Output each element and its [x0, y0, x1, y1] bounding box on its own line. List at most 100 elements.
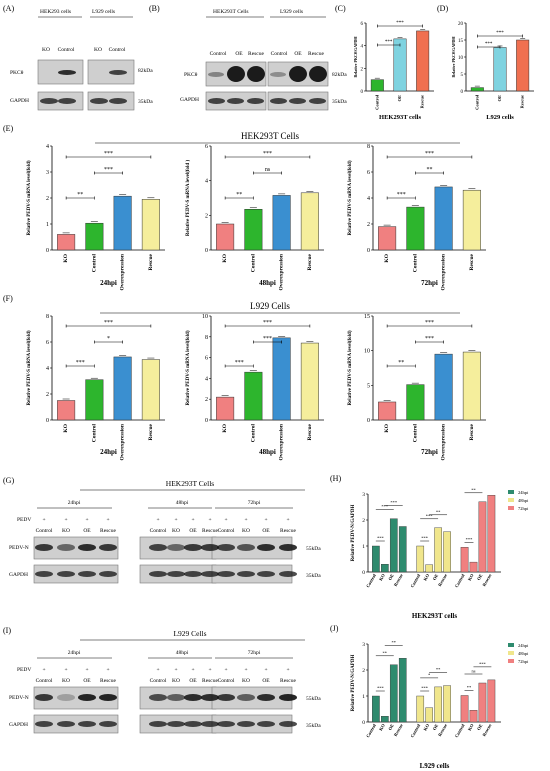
bar [381, 564, 389, 573]
y-tick-label: 2 [367, 222, 370, 228]
significance-label: *** [263, 151, 272, 157]
bar [272, 195, 291, 251]
y-tick-label: 0 [46, 418, 49, 424]
timepoint-label: 48hpi [176, 650, 189, 656]
x-tick-label: KO [378, 723, 386, 732]
y-axis-label: Relative PEDV-S mRNA level(fold) [27, 160, 32, 235]
x-tick-label: OE [476, 573, 484, 581]
bar [460, 547, 469, 573]
x-tick-label: Control [250, 424, 256, 443]
x-tick-label: Rescue [420, 95, 425, 109]
significance-label: *** [76, 360, 85, 366]
pedv-label: PEDV [17, 517, 31, 523]
x-tick-label: Rescue [520, 95, 525, 109]
significance-label: ns [265, 167, 271, 173]
x-tick-label: KO [222, 423, 228, 432]
panel-label-b: (B) [149, 4, 160, 13]
y-tick-label: 10 [458, 56, 464, 61]
y-axis-label: Relative PEDV-S mRNA level(fold ) [186, 160, 191, 237]
y-tick-label: 4 [361, 45, 364, 50]
lane-label: KO [242, 678, 250, 684]
timepoint-label: 24hpi [68, 500, 81, 506]
row-label: PKCθ [10, 70, 24, 76]
band [289, 66, 307, 82]
lane-label: OE [235, 51, 243, 57]
y-tick-label: 4 [46, 366, 49, 372]
plus-sign: + [244, 517, 247, 523]
row-label: PEDV-N [9, 695, 29, 701]
band [109, 98, 127, 104]
band [201, 571, 219, 577]
y-tick-label: 6 [361, 22, 364, 27]
significance-label: *** [396, 21, 404, 26]
plus-sign: + [264, 517, 267, 523]
plus-sign: + [286, 667, 289, 673]
lane-label: Rescue [100, 678, 116, 684]
panel-label: (I) [3, 626, 11, 635]
x-tick-label: Rescue [437, 573, 448, 587]
plus-sign: + [208, 667, 211, 673]
x-tick-label: Control [365, 572, 377, 588]
x-tick-label: Rescue [481, 573, 492, 587]
significance-label: *** [496, 31, 504, 36]
significance-label: ** [77, 192, 83, 198]
lane-label: Control [58, 47, 75, 53]
section-title: HEK293T Cells [241, 131, 300, 141]
legend-label: 24hpi [518, 490, 529, 495]
band [237, 694, 255, 701]
plus-sign: + [264, 667, 267, 673]
lane-label: OE [262, 528, 270, 534]
bar [381, 716, 389, 723]
y-tick-label: 0 [362, 570, 365, 576]
size-marker: 82kDa [138, 68, 153, 74]
significance-label: *** [104, 151, 113, 157]
row-label: PEDV-N [9, 545, 29, 551]
x-tick-label: Rescue [481, 723, 492, 737]
bar [416, 695, 425, 723]
x-tick-label: KO [467, 573, 475, 582]
x-tick-label: KO [63, 423, 69, 432]
band [167, 694, 185, 701]
legend-swatch [508, 506, 514, 510]
plus-sign: + [208, 517, 211, 523]
significance-label: *** [263, 336, 272, 342]
x-tick-label: Rescue [307, 423, 313, 440]
chart-title: L929 cells [486, 114, 514, 121]
plus-sign: + [191, 517, 194, 523]
lane-label: KO [62, 678, 70, 684]
band [247, 66, 265, 82]
band [227, 66, 245, 82]
y-tick-label: 6 [46, 340, 49, 346]
x-tick-label: Control [410, 722, 422, 738]
plus-sign: + [42, 667, 45, 673]
panel-label: (G) [3, 476, 14, 485]
row-label: PKCθ [184, 72, 198, 78]
legend-label: 24hpi [518, 643, 529, 648]
bar [516, 39, 530, 92]
significance-label: *** [485, 42, 493, 47]
y-tick-label: 6 [367, 170, 370, 176]
x-tick-label: Control [410, 572, 422, 588]
pedv-label: PEDV [17, 667, 31, 673]
band [184, 694, 202, 701]
band [58, 70, 76, 75]
lane-label: KO [172, 528, 180, 534]
chart-E2: 0 2 4 6 Relative PEDV-S mRNA level(fold ) 48h… [186, 144, 324, 290]
bar [469, 561, 478, 573]
chart-E3: 0 2 4 6 8 Relative PEDV-S mRNA level(fold) 72h… [348, 144, 486, 290]
band [78, 694, 96, 701]
bar [393, 38, 407, 92]
band [35, 694, 53, 701]
band [270, 98, 287, 104]
chart-D: 0 5 10 15 20 Relative PKCθ/GAPDH L929 cells Con… [451, 22, 534, 121]
bar [398, 658, 407, 723]
x-tick-label: Overexpression [279, 254, 285, 290]
chart-F1: 0 2 4 6 8 Relative PEDV-S mRNA level(fold) 24h… [27, 314, 165, 460]
y-tick-label: 0 [205, 248, 208, 254]
lane-label: Rescue [308, 51, 324, 57]
y-tick-label: 2 [362, 668, 365, 674]
bar [272, 337, 291, 421]
bar [434, 527, 442, 573]
x-tick-label: Rescue [148, 423, 154, 440]
bar [478, 501, 487, 573]
